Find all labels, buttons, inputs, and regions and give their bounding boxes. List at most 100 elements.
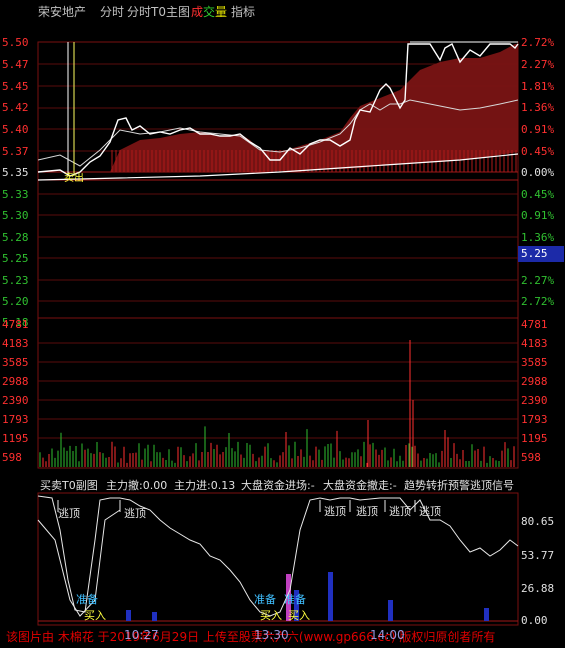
ma-line bbox=[37, 153, 519, 181]
price-axis-label: 5.23 bbox=[2, 274, 29, 287]
price-axis-label: 5.30 bbox=[2, 209, 29, 222]
indicator-bar bbox=[152, 612, 157, 621]
volume-axis-label: 4781 bbox=[2, 318, 29, 331]
indicator-field: 趋势转折预警 bbox=[404, 479, 470, 492]
price-area-fill bbox=[110, 44, 518, 172]
avg-line bbox=[37, 99, 519, 167]
percent-axis-label: 2.27% bbox=[521, 58, 555, 71]
indicator-panel-frame bbox=[37, 492, 519, 626]
price-axis-label: 5.42 bbox=[2, 101, 29, 114]
indicator-bar bbox=[328, 572, 333, 621]
prepare-label: 准备 bbox=[76, 593, 98, 606]
indicator-field: 大盘资金撤走:- bbox=[323, 479, 397, 492]
volume-axis-label: 1793 bbox=[2, 413, 29, 426]
volume-axis-label: 2390 bbox=[2, 394, 29, 407]
indicator-field: 主力进:0.13 bbox=[174, 479, 236, 492]
current-price-badge: 5.25 bbox=[518, 246, 564, 262]
volume-panel-frame bbox=[37, 317, 519, 469]
percent-axis-label: 0.91% bbox=[521, 123, 555, 136]
percent-axis-label: 0.45% bbox=[521, 145, 555, 158]
price-axis-label: 5.25 bbox=[2, 252, 29, 265]
percent-axis-label: 0.91% bbox=[521, 209, 555, 222]
percent-axis-label: 1.36% bbox=[521, 231, 555, 244]
buy-label: 买入 bbox=[260, 609, 282, 622]
indicator-field: 大盘资金进场:- bbox=[241, 479, 315, 492]
volume-axis-label: 3585 bbox=[2, 356, 29, 369]
percent-axis-label: 2.72% bbox=[521, 295, 555, 308]
buy-label: 买入 bbox=[288, 609, 310, 622]
top-bar: 荣安地产 分时 分时T0主图 成 交 量 指标 bbox=[0, 0, 565, 20]
stock-name[interactable]: 荣安地产 bbox=[38, 5, 87, 19]
fill-hatching bbox=[111, 150, 517, 172]
volume-axis-label: 3585 bbox=[521, 356, 548, 369]
volume-axis-label: 4183 bbox=[521, 337, 548, 350]
tab-volume-liang[interactable]: 量 bbox=[215, 5, 228, 19]
price-axis-label: 5.20 bbox=[2, 295, 29, 308]
price-line bbox=[37, 43, 519, 177]
tab-t0-main[interactable]: 分时T0主图 bbox=[127, 5, 190, 19]
indicator-line-2 bbox=[37, 509, 121, 617]
escape-top-label: 逃顶 bbox=[389, 505, 411, 518]
tab-volume-jiao[interactable]: 交 bbox=[203, 5, 216, 19]
escape-markers bbox=[57, 500, 416, 512]
buy-label: 买入 bbox=[84, 609, 106, 622]
sell-marker: 卖出 bbox=[64, 173, 84, 184]
indicator-axis-label: 26.88 bbox=[521, 582, 555, 595]
indicator-axis-label: 0.00 bbox=[521, 614, 548, 627]
percent-axis-label: 0.00% bbox=[521, 166, 555, 179]
price-axis-label: 5.37 bbox=[2, 145, 29, 158]
volume-axis-label: 598 bbox=[2, 451, 22, 464]
indicator-line bbox=[37, 495, 519, 617]
indicator-bar bbox=[388, 600, 393, 621]
footer: 该图片由 木棉花 于2019年6月29日 上传至股票六六六(www.gp666.… bbox=[0, 626, 565, 648]
volume-axis-label: 2988 bbox=[2, 375, 29, 388]
volume-gridlines bbox=[38, 342, 518, 439]
time-tick: 10:27 bbox=[124, 628, 159, 642]
tab-intraday[interactable]: 分时 bbox=[100, 5, 125, 19]
price-axis-label: 5.45 bbox=[2, 80, 29, 93]
price-axis-label: 5.40 bbox=[2, 123, 29, 136]
volume-axis-label: 598 bbox=[521, 451, 541, 464]
escape-top-label: 逃顶 bbox=[324, 505, 346, 518]
indicator-bar bbox=[294, 590, 299, 621]
indicator-field: 主力撤:0.00 bbox=[106, 479, 168, 492]
percent-axis-label: 1.36% bbox=[521, 101, 555, 114]
indicator-axis-label: 53.77 bbox=[521, 549, 555, 562]
percent-axis-label: 0.45% bbox=[521, 188, 555, 201]
tab-indicator[interactable]: 指标 bbox=[231, 5, 256, 19]
volume-axis-label: 4183 bbox=[2, 337, 29, 350]
escape-top-label: 逃顶 bbox=[124, 507, 146, 520]
prepare-label: 准备 bbox=[284, 593, 306, 606]
price-axis-label: 5.33 bbox=[2, 188, 29, 201]
tab-volume-cheng[interactable]: 成 bbox=[191, 5, 204, 19]
indicator-title-row: 买卖T0副图 主力撤:0.00 主力进:0.13 大盘资金进场:- 大盘资金撤走… bbox=[0, 477, 565, 493]
percent-axis-label: 1.81% bbox=[521, 80, 555, 93]
credit-text: 该图片由 木棉花 于2019年6月29日 上传至股票六六六(www.gp666.… bbox=[6, 630, 496, 644]
volume-axis-label: 4781 bbox=[521, 318, 548, 331]
volume-axis-label: 2988 bbox=[521, 375, 548, 388]
indicator-field: 逃顶信号 bbox=[470, 479, 514, 492]
volume-axis-label: 2390 bbox=[521, 394, 548, 407]
volume-axis-label: 1793 bbox=[521, 413, 548, 426]
price-axis-label: 5.35 bbox=[2, 166, 29, 179]
indicator-axis-label: 80.65 bbox=[521, 515, 555, 528]
price-axis-label: 5.18 bbox=[2, 316, 29, 329]
indicator-bar bbox=[286, 574, 291, 621]
time-tick: 14:00 bbox=[370, 628, 405, 642]
escape-top-label: 逃顶 bbox=[356, 505, 378, 518]
indicator-title[interactable]: 买卖T0副图 bbox=[40, 479, 98, 492]
price-axis-label: 5.50 bbox=[2, 36, 29, 49]
time-tick: 13:30 bbox=[254, 628, 289, 642]
indicator-bar bbox=[126, 610, 131, 621]
percent-axis-label: 2.27% bbox=[521, 274, 555, 287]
prepare-label: 准备 bbox=[254, 593, 276, 606]
escape-top-label: 逃顶 bbox=[419, 505, 441, 518]
price-axis-label: 5.28 bbox=[2, 231, 29, 244]
volume-bars bbox=[39, 340, 515, 467]
indicator-bars bbox=[126, 572, 489, 621]
escape-top-label: 逃顶 bbox=[58, 507, 80, 520]
price-axis-label: 5.47 bbox=[2, 58, 29, 71]
volume-axis-label: 1195 bbox=[2, 432, 29, 445]
indicator-bar bbox=[484, 608, 489, 621]
